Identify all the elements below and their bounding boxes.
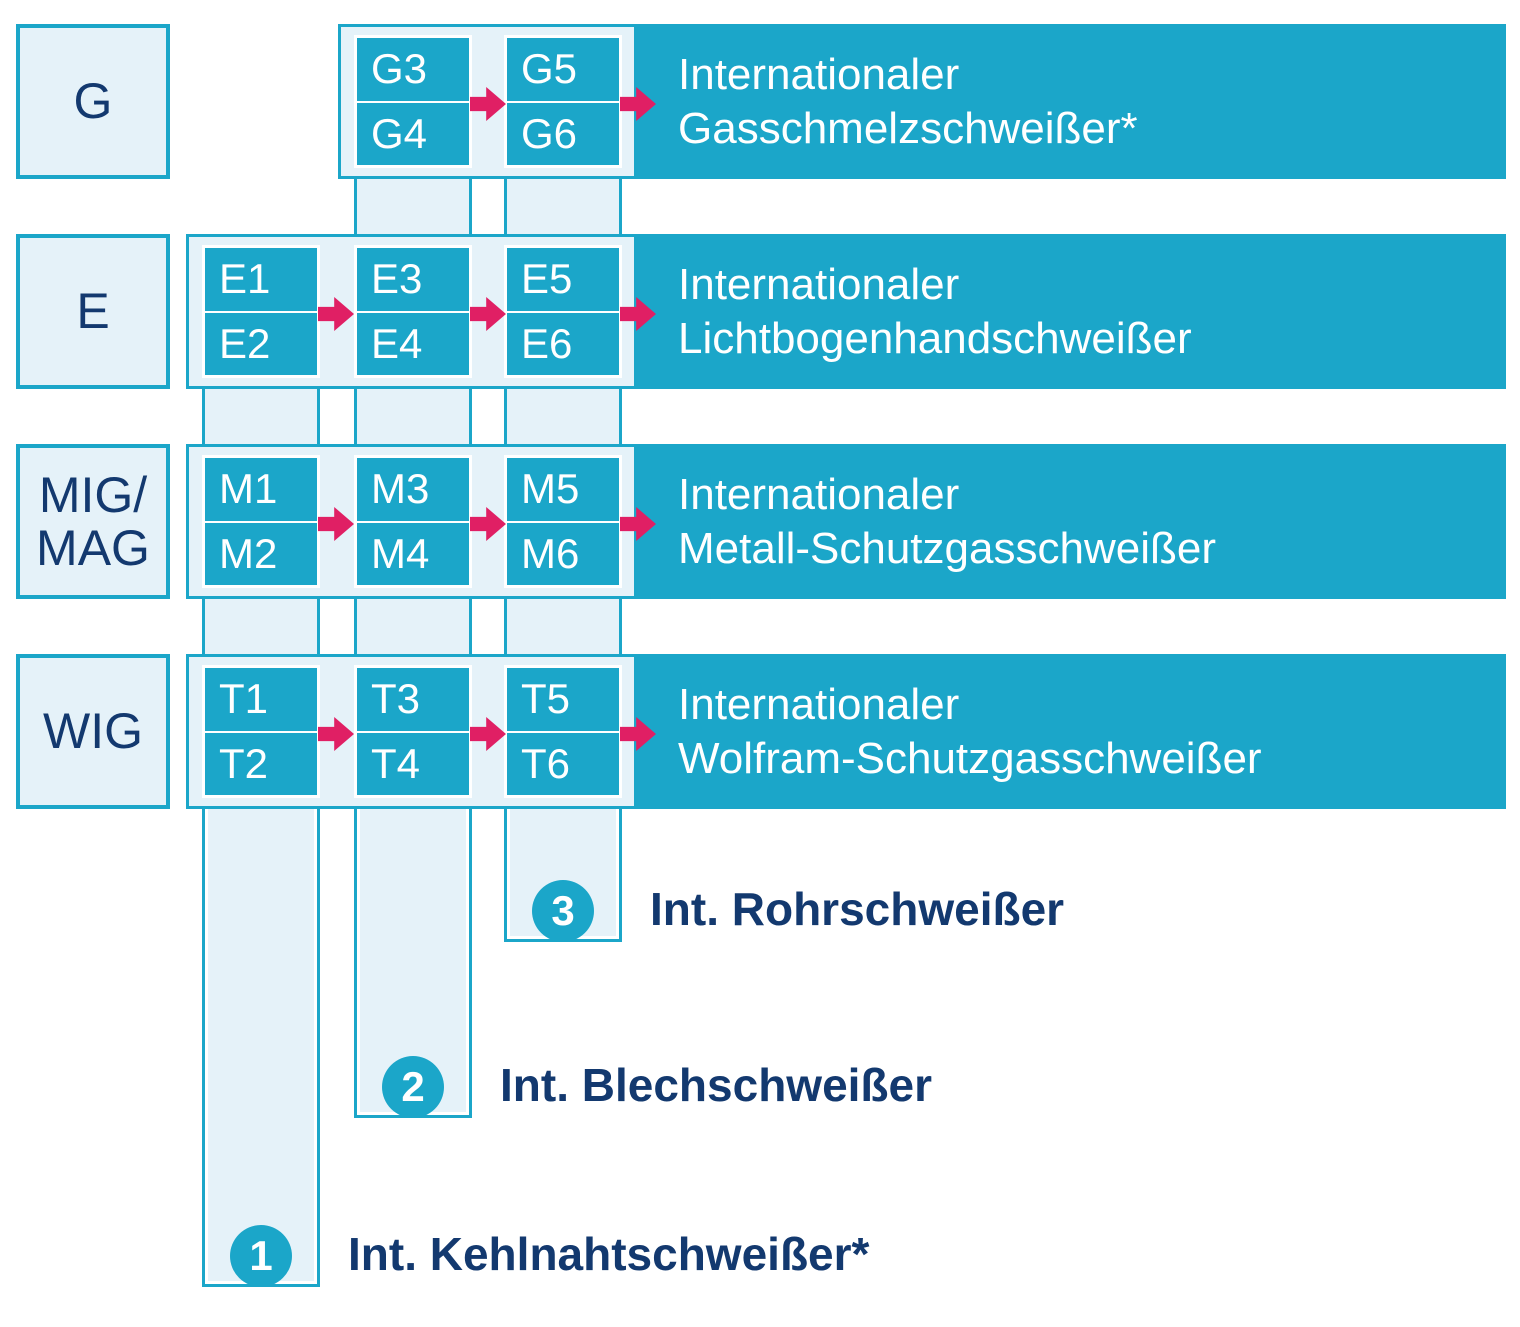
track-title-line: Internationaler <box>678 258 1192 312</box>
vertical-column-segment <box>202 599 320 654</box>
cell-e1: E1 <box>202 245 320 311</box>
cell-m6: M6 <box>504 521 622 589</box>
side-label-g: G <box>16 24 170 179</box>
cell-m1: M1 <box>202 455 320 521</box>
vertical-column-segment <box>202 389 320 444</box>
cell-g3: G3 <box>354 35 472 101</box>
cell-e2: E2 <box>202 311 320 379</box>
cell-t6: T6 <box>504 731 622 799</box>
vertical-column-segment <box>354 179 472 234</box>
cell-g4: G4 <box>354 101 472 169</box>
level-label-3: Int. Rohrschweißer <box>650 882 1064 936</box>
cell-e5: E5 <box>504 245 622 311</box>
cell-pair-1-2: E5E6 <box>504 245 622 378</box>
vertical-column-1 <box>202 809 320 1287</box>
track-title-3: InternationalerWolfram-Schutzgasschweiße… <box>678 678 1262 786</box>
vertical-column-segment <box>504 179 622 234</box>
level-label-1: Int. Kehlnahtschweißer* <box>348 1227 869 1281</box>
arrow-icon <box>318 717 354 751</box>
track-title-line: Internationaler <box>678 678 1262 732</box>
cell-e4: E4 <box>354 311 472 379</box>
arrow-icon <box>470 87 506 121</box>
cell-pair-3-0: T1T2 <box>202 665 320 798</box>
arrow-icon <box>620 507 656 541</box>
vertical-column-fill <box>208 809 314 1281</box>
arrow-icon <box>620 717 656 751</box>
level-badge-3: 3 <box>532 880 594 942</box>
cell-pair-3-1: T3T4 <box>354 665 472 798</box>
track-title-line: Gasschmelzschweißer* <box>678 102 1138 156</box>
track-title-line: Lichtbogenhandschweißer <box>678 312 1192 366</box>
cell-m3: M3 <box>354 455 472 521</box>
cell-pair-0-1: G3G4 <box>354 35 472 168</box>
cell-pair-0-2: G5G6 <box>504 35 622 168</box>
vertical-column-segment <box>354 599 472 654</box>
track-title-1: InternationalerLichtbogenhandschweißer <box>678 258 1192 366</box>
track-title-0: InternationalerGasschmelzschweißer* <box>678 48 1138 156</box>
level-label-2: Int. Blechschweißer <box>500 1058 932 1112</box>
vertical-column-segment <box>504 389 622 444</box>
cell-e6: E6 <box>504 311 622 379</box>
arrow-icon <box>620 87 656 121</box>
vertical-column-segment <box>504 599 622 654</box>
track-title-line: Internationaler <box>678 468 1216 522</box>
cell-g5: G5 <box>504 35 622 101</box>
track-title-line: Metall-Schutzgasschweißer <box>678 522 1216 576</box>
cell-pair-1-1: E3E4 <box>354 245 472 378</box>
side-label-mig-mag: MIG/ MAG <box>16 444 170 599</box>
arrow-icon <box>318 297 354 331</box>
track-title-line: Wolfram-Schutzgasschweißer <box>678 732 1262 786</box>
cell-t2: T2 <box>202 731 320 799</box>
arrow-icon <box>470 507 506 541</box>
level-badge-1: 1 <box>230 1225 292 1287</box>
cell-t4: T4 <box>354 731 472 799</box>
arrow-icon <box>470 717 506 751</box>
track-title-2: InternationalerMetall-Schutzgasschweißer <box>678 468 1216 576</box>
cell-t5: T5 <box>504 665 622 731</box>
cell-g6: G6 <box>504 101 622 169</box>
cell-pair-3-2: T5T6 <box>504 665 622 798</box>
track-title-line: Internationaler <box>678 48 1138 102</box>
cell-m2: M2 <box>202 521 320 589</box>
cell-t1: T1 <box>202 665 320 731</box>
vertical-column-segment <box>354 389 472 444</box>
level-badge-2: 2 <box>382 1056 444 1118</box>
cell-e3: E3 <box>354 245 472 311</box>
cell-pair-2-2: M5M6 <box>504 455 622 588</box>
cell-m4: M4 <box>354 521 472 589</box>
cell-pair-2-1: M3M4 <box>354 455 472 588</box>
side-label-e: E <box>16 234 170 389</box>
side-label-wig: WIG <box>16 654 170 809</box>
cell-pair-1-0: E1E2 <box>202 245 320 378</box>
cell-m5: M5 <box>504 455 622 521</box>
arrow-icon <box>620 297 656 331</box>
cell-pair-2-0: M1M2 <box>202 455 320 588</box>
arrow-icon <box>470 297 506 331</box>
cell-t3: T3 <box>354 665 472 731</box>
arrow-icon <box>318 507 354 541</box>
